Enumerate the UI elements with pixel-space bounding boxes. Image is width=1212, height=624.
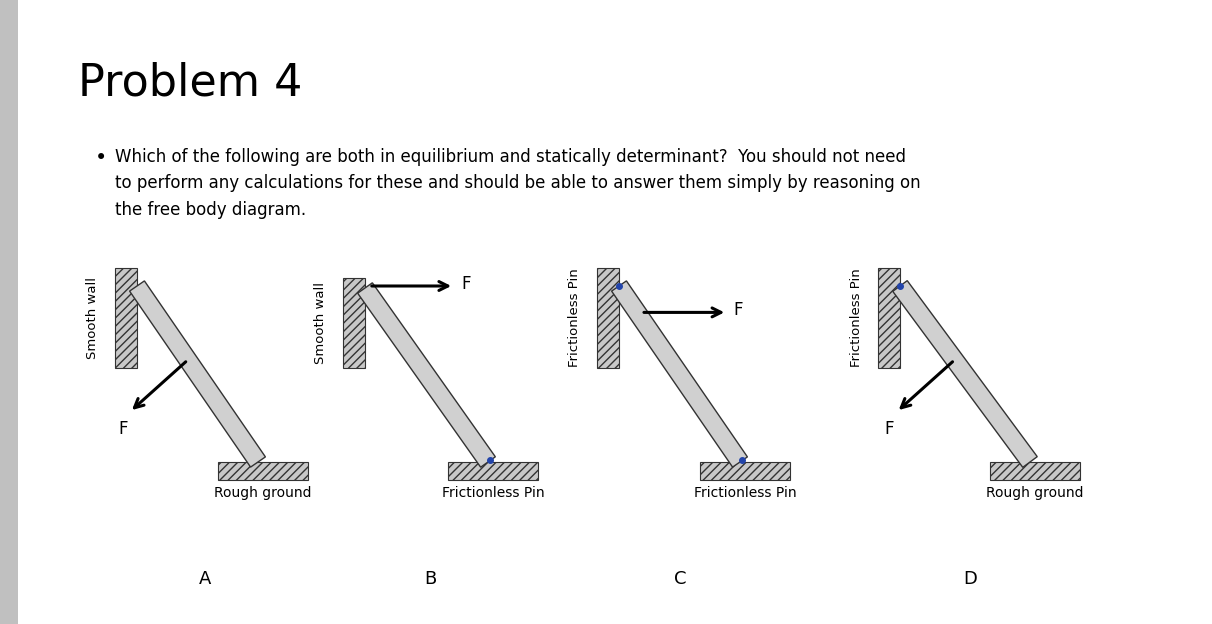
Text: F: F (118, 420, 127, 438)
Text: A: A (199, 570, 211, 588)
Text: Frictionless Pin: Frictionless Pin (441, 486, 544, 500)
Text: Frictionless Pin: Frictionless Pin (693, 486, 796, 500)
Bar (877, 268, 901, 368)
Bar (218, 462, 308, 480)
Text: D: D (964, 570, 977, 588)
Polygon shape (130, 281, 265, 467)
Text: Rough ground: Rough ground (215, 486, 311, 500)
Text: Problem 4: Problem 4 (78, 62, 302, 105)
Text: F: F (733, 301, 743, 319)
Polygon shape (358, 283, 496, 467)
Polygon shape (893, 281, 1037, 467)
Text: Smooth wall: Smooth wall (86, 277, 99, 359)
Text: Rough ground: Rough ground (987, 486, 1084, 500)
Bar (701, 462, 790, 480)
Text: C: C (674, 570, 686, 588)
Bar (115, 268, 137, 368)
Text: •: • (95, 148, 107, 168)
Text: B: B (424, 570, 436, 588)
Text: Frictionless Pin: Frictionless Pin (850, 268, 863, 368)
Bar (0, 0, 18, 624)
Text: Smooth wall: Smooth wall (314, 282, 327, 364)
Text: Which of the following are both in equilibrium and statically determinant?  You : Which of the following are both in equil… (115, 148, 921, 219)
Bar (598, 268, 619, 368)
Text: Frictionless Pin: Frictionless Pin (568, 268, 582, 368)
Text: F: F (885, 420, 894, 438)
Bar (990, 462, 1080, 480)
Bar (343, 278, 365, 368)
Polygon shape (612, 281, 748, 467)
Bar (448, 462, 538, 480)
Text: F: F (461, 275, 470, 293)
